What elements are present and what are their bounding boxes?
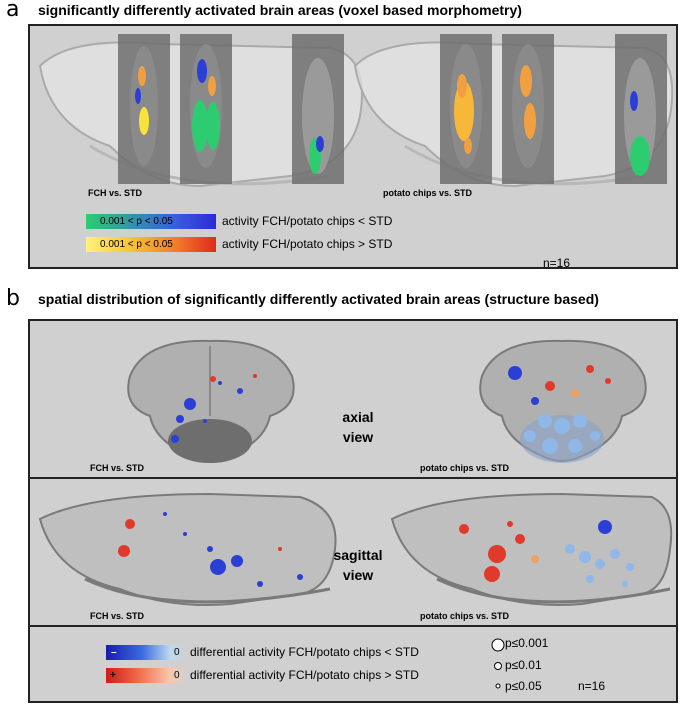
legend-gradient-green-blue: 0.001 < p < 0.05 <box>86 214 216 229</box>
sagittal-view-box: FCH vs. STD potato chips vs. STD sagitta… <box>28 477 678 627</box>
panel-a-brain-illustration <box>38 34 674 188</box>
size-legend-p05: p≤0.05 <box>505 679 542 693</box>
panel-a-letter: a <box>6 0 20 22</box>
panel-b-n-label: n=16 <box>578 679 606 693</box>
size-legend-circles <box>491 638 505 689</box>
legend-pos-sign: + <box>110 670 116 681</box>
sagittal-view-label: sagittal view <box>318 545 398 585</box>
sagittal-view-label-line1: sagittal <box>333 547 383 563</box>
axial-view-label: axial view <box>318 407 398 447</box>
axial-caption-right: potato chips vs. STD <box>420 463 510 473</box>
panel-b-title: spatial distribution of significantly di… <box>38 291 599 307</box>
axial-view-label-line2: view <box>342 429 374 445</box>
legend-pos-text: differential activity FCH/potato chips >… <box>190 668 419 682</box>
panel-a-n-label: n=16 <box>543 256 571 269</box>
legend-range-high: 0.001 < p < 0.05 <box>100 239 173 250</box>
axial-caption-left: FCH vs. STD <box>90 463 145 473</box>
size-legend-p01: p≤0.01 <box>505 658 542 672</box>
legend-neg-zero: 0 <box>174 647 180 658</box>
legend-text-high: activity FCH/potato chips > STD <box>222 237 393 251</box>
panel-a-caption-left: FCH vs. STD <box>88 188 143 198</box>
axial-view-label-line1: axial <box>342 409 374 425</box>
panel-a-title: significantly differently activated brai… <box>38 2 522 18</box>
legend-gradient-red: + 0 <box>106 668 186 683</box>
sagittal-view-label-line2: view <box>342 567 374 583</box>
legend-pos-zero: 0 <box>174 670 180 681</box>
sagittal-caption-right: potato chips vs. STD <box>420 611 510 621</box>
legend-neg-sign: – <box>111 647 117 658</box>
panel-a-caption-right: potato chips vs. STD <box>383 188 473 198</box>
size-legend-p001: p≤0.001 <box>505 636 549 650</box>
legend-text-low: activity FCH/potato chips < STD <box>222 214 393 228</box>
legend-neg-text: differential activity FCH/potato chips <… <box>190 645 419 659</box>
legend-range-low: 0.001 < p < 0.05 <box>100 216 173 227</box>
sagittal-brain-illustration <box>38 492 673 606</box>
axial-brain-illustration <box>127 339 647 463</box>
panel-b-legend-box: – 0 differential activity FCH/potato chi… <box>28 625 678 703</box>
legend-gradient-blue: – 0 <box>106 645 186 660</box>
panel-b-letter: b <box>6 286 20 311</box>
legend-gradient-yellow-red: 0.001 < p < 0.05 <box>86 237 216 252</box>
axial-view-box: FCH vs. STD potato chips vs. STD axial v… <box>28 319 678 479</box>
sagittal-caption-left: FCH vs. STD <box>90 611 145 621</box>
panel-a-box: FCH vs. STD potato chips vs. STD 0.001 <… <box>28 24 678 269</box>
